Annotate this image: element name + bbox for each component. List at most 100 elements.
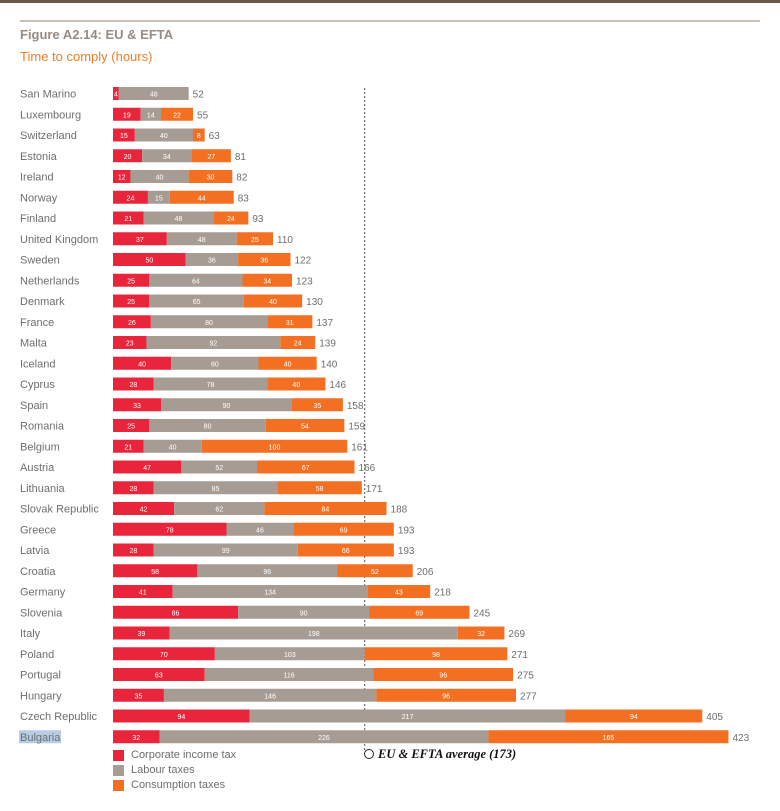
total-value-label: 122 xyxy=(295,256,312,267)
segment-value-label: 33 xyxy=(133,403,141,410)
average-marker-icon xyxy=(364,749,374,759)
category-label: Hungary xyxy=(20,690,62,702)
category-label: Malta xyxy=(20,338,48,350)
bar-segment xyxy=(113,730,160,744)
legend-label-labour: Labour taxes xyxy=(131,764,195,776)
bar-segment xyxy=(376,688,517,702)
bar-segment xyxy=(149,294,244,308)
segment-value-label: 12 xyxy=(118,175,126,182)
total-value-label: 423 xyxy=(732,733,749,744)
segment-value-label: 41 xyxy=(139,590,147,597)
segment-value-label: 90 xyxy=(300,610,308,617)
segment-value-label: 78 xyxy=(166,527,174,534)
segment-value-label: 31 xyxy=(286,320,294,327)
bar-segment xyxy=(213,211,249,225)
bar-segment xyxy=(113,315,151,329)
category-label: Germany xyxy=(20,587,66,599)
segment-value-label: 32 xyxy=(477,631,485,638)
bar-segment xyxy=(373,668,514,681)
title-rule xyxy=(20,20,760,22)
segment-value-label: 28 xyxy=(129,382,137,389)
segment-value-label: 8 xyxy=(197,133,201,140)
bar-segment xyxy=(163,688,377,702)
segment-value-label: 48 xyxy=(198,237,206,244)
bar-segment xyxy=(291,398,343,412)
segment-value-label: 116 xyxy=(283,673,294,680)
segment-value-label: 146 xyxy=(264,693,276,700)
total-value-label: 277 xyxy=(520,691,537,702)
segment-value-label: 47 xyxy=(143,465,151,472)
bar-segment xyxy=(181,460,258,474)
segment-value-label: 14 xyxy=(147,112,155,119)
legend-swatch-corporate xyxy=(113,750,124,761)
segment-value-label: 25 xyxy=(127,299,135,306)
bar-segment xyxy=(113,647,215,661)
bar-segment xyxy=(257,460,355,474)
category-label: Ireland xyxy=(20,172,54,184)
total-value-label: 123 xyxy=(296,276,313,287)
segment-value-label: 36 xyxy=(260,258,268,265)
bar-segment xyxy=(113,107,141,121)
total-value-label: 271 xyxy=(511,650,528,661)
segment-value-label: 35 xyxy=(135,693,143,700)
bar-segment xyxy=(113,253,186,266)
bar-segment xyxy=(169,626,458,640)
total-value-label: 82 xyxy=(236,173,248,184)
bar-segment xyxy=(166,232,237,246)
segment-value-label: 94 xyxy=(630,714,638,721)
segment-value-label: 25 xyxy=(251,237,259,244)
total-value-label: 83 xyxy=(238,193,250,204)
segment-value-label: 60 xyxy=(211,361,219,368)
bar-segment xyxy=(364,647,508,661)
bar-segment xyxy=(488,730,729,744)
bar-segment xyxy=(565,709,703,723)
bar-segment xyxy=(197,564,338,578)
segment-value-label: 40 xyxy=(269,299,277,306)
category-label: Cyprus xyxy=(20,379,55,391)
segment-value-label: 86 xyxy=(172,610,180,617)
bar-segment xyxy=(113,149,143,163)
total-value-label: 206 xyxy=(417,567,434,578)
bar-segment xyxy=(143,439,202,453)
segment-value-label: 24 xyxy=(127,195,135,202)
segment-value-label: 50 xyxy=(145,258,153,265)
total-value-label: 146 xyxy=(329,380,346,391)
total-value-label: 139 xyxy=(319,339,336,350)
segment-value-label: 66 xyxy=(342,548,350,555)
segment-value-label: 67 xyxy=(302,465,310,472)
segment-value-label: 24 xyxy=(294,341,302,348)
segment-value-label: 69 xyxy=(415,610,423,617)
bar-segment xyxy=(457,626,505,640)
segment-value-label: 39 xyxy=(137,631,145,638)
total-value-label: 218 xyxy=(434,588,451,599)
bar-segment xyxy=(113,398,162,412)
category-label: Portugal xyxy=(20,670,61,682)
total-value-label: 161 xyxy=(351,442,368,453)
total-value-label: 63 xyxy=(209,131,221,142)
segment-value-label: 27 xyxy=(207,154,215,161)
segment-value-label: 48 xyxy=(150,92,158,99)
segment-value-label: 63 xyxy=(155,673,163,680)
segment-value-label: 40 xyxy=(169,444,177,451)
bar-segment xyxy=(113,585,173,598)
total-value-label: 55 xyxy=(197,110,209,121)
bar-segment xyxy=(238,253,291,266)
segment-value-label: 62 xyxy=(215,507,223,514)
segment-value-label: 226 xyxy=(318,735,330,742)
segment-value-label: 30 xyxy=(207,175,215,182)
figure-subtitle: Time to comply (hours) xyxy=(20,49,153,64)
bar-segment xyxy=(242,273,292,287)
bar-segment xyxy=(113,128,135,142)
total-value-label: 188 xyxy=(391,505,408,516)
segment-value-label: 58 xyxy=(316,486,324,493)
segment-value-label: 96 xyxy=(442,693,450,700)
bar-segment xyxy=(236,232,274,246)
total-value-label: 193 xyxy=(398,525,415,536)
bar-segment xyxy=(118,87,189,100)
bar-segment xyxy=(249,709,566,723)
segment-value-label: 78 xyxy=(207,382,215,389)
category-label: Iceland xyxy=(20,358,55,370)
top-border xyxy=(0,0,780,3)
total-value-label: 275 xyxy=(517,671,534,682)
bar-segment xyxy=(293,522,394,536)
